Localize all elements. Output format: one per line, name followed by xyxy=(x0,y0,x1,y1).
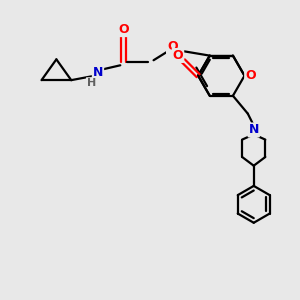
Text: O: O xyxy=(245,69,256,82)
Text: O: O xyxy=(172,49,183,62)
Text: O: O xyxy=(167,40,178,53)
Text: O: O xyxy=(118,23,129,36)
Text: N: N xyxy=(93,66,103,79)
Text: H: H xyxy=(87,78,96,88)
Text: N: N xyxy=(248,124,259,136)
